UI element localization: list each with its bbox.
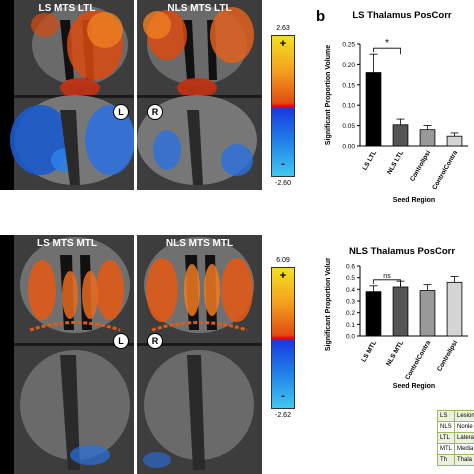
y-tick-label: 0.00 <box>342 144 355 151</box>
left-marker: L <box>113 333 129 349</box>
bar <box>446 135 463 147</box>
chart-2: 0.0 0.1 0.2 0.3 0.4 0.5 0.6 Significant Proport… <box>325 258 468 390</box>
brain-image-ls-ltl: LS MTS LTL L <box>0 0 134 190</box>
x-tick-label: LS MTL <box>360 339 378 363</box>
bar <box>365 72 382 147</box>
y-tick-label: 0.4 <box>346 287 355 294</box>
y-tick-label: 0.6 <box>346 264 355 271</box>
x-axis-label: Seed Region <box>393 383 435 390</box>
abbreviation-text: Thala <box>454 454 474 466</box>
top-cbar-min: -2.60 <box>275 180 291 187</box>
nls-mtl-title: NLS MTS MTL <box>165 238 234 249</box>
abbreviation-key: LS <box>437 410 455 422</box>
left-marker: L <box>113 104 129 120</box>
x-tick-label: NLS MTL <box>385 339 405 367</box>
abbreviation-row: LTL Latera <box>437 432 474 444</box>
brain-image-nls-ltl: NLS MTS LTL R <box>137 0 262 190</box>
top-cbar-max: 2.63 <box>276 25 290 32</box>
bottom-cbar-minus: - <box>281 390 285 402</box>
brain-scan-svg <box>137 0 262 190</box>
significance-bracket <box>373 279 401 286</box>
y-axis-label: Significant Proportion Volume <box>325 258 332 351</box>
abbreviation-row: NLS Nonle <box>437 421 474 433</box>
bottom-colorbar <box>271 267 295 409</box>
bottom-cbar-plus: + <box>279 270 287 282</box>
y-tick-label: 0.0 <box>346 334 355 341</box>
abbreviation-text: Nonle <box>454 421 474 433</box>
chart-1-title: LS Thalamus PosCorr <box>352 10 452 21</box>
abbreviation-text: Media <box>454 443 474 455</box>
y-tick-label: 0.20 <box>342 62 355 69</box>
y-tick-label: 0.1 <box>346 322 355 329</box>
abbreviation-row: MTL Media <box>437 443 474 455</box>
y-tick-label: 0.10 <box>342 103 355 110</box>
panel-label-b: b <box>316 8 326 25</box>
significance-bracket <box>373 47 401 55</box>
right-marker: R <box>147 333 163 349</box>
y-tick-label: 0.3 <box>346 299 355 306</box>
abbreviation-key: MTL <box>437 443 455 455</box>
abbreviations-table: LS Lesion NLS Nonle LTL Latera MTL Media Th Thala <box>437 410 474 466</box>
abbreviation-key: NLS <box>437 421 455 433</box>
brain-scan-svg <box>137 235 262 474</box>
y-tick-label: 0.5 <box>346 275 355 282</box>
y-tick-label: 0.15 <box>342 82 355 89</box>
abbreviation-key: Th <box>437 454 455 466</box>
x-tick-label: ControlIpsi <box>409 149 432 182</box>
brain-scan-svg <box>0 235 134 474</box>
y-tick-label: 0.2 <box>346 310 355 317</box>
bar <box>446 281 463 337</box>
ls-ltl-title: LS MTS LTL <box>38 3 96 14</box>
brain-image-nls-mtl: NLS MTS MTL R <box>137 235 262 474</box>
chart-2-title: NLS Thalamus PosCorr <box>348 246 456 257</box>
significance-label: ns <box>383 273 391 280</box>
x-tick-label: ControlContra <box>404 339 432 381</box>
right-marker: R <box>147 104 163 120</box>
y-tick-label: 0.25 <box>342 42 355 49</box>
abbreviation-row: LS Lesion <box>437 410 474 422</box>
y-tick-label: 0.05 <box>342 123 355 130</box>
abbreviation-row: Th Thala <box>437 454 474 466</box>
abbreviation-text: Latera <box>454 432 474 444</box>
top-cbar-plus: + <box>279 38 287 50</box>
top-cbar-minus: - <box>281 158 285 170</box>
bar <box>365 291 382 337</box>
bar <box>392 286 409 337</box>
chart-1: 0.00 0.05 0.10 0.15 0.20 0.25 Significant Prop… <box>325 38 468 204</box>
y-axis-label: Significant Proportion Volume <box>325 45 332 145</box>
x-tick-label: ControlIpsi <box>436 339 459 372</box>
x-axis-label: Seed Region <box>393 197 435 204</box>
brain-scan-svg <box>0 0 134 190</box>
bottom-cbar-min: -2.62 <box>275 412 291 419</box>
bar <box>419 129 436 147</box>
bar <box>419 290 436 337</box>
bar <box>392 124 409 147</box>
nls-ltl-title: NLS MTS LTL <box>167 3 232 14</box>
abbreviation-key: LTL <box>437 432 455 444</box>
bottom-cbar-max: 6.09 <box>276 257 290 264</box>
ls-mtl-title: LS MTS MTL <box>37 238 97 249</box>
top-colorbar <box>271 35 295 177</box>
abbreviation-text: Lesion <box>454 410 474 422</box>
x-tick-label: LS LTL <box>361 149 378 171</box>
significance-label: * <box>385 38 389 49</box>
x-tick-label: NLS LTL <box>386 149 405 175</box>
x-tick-label: ControlContra <box>431 149 459 191</box>
brain-image-ls-mtl: LS MTS MTL L <box>0 235 134 474</box>
